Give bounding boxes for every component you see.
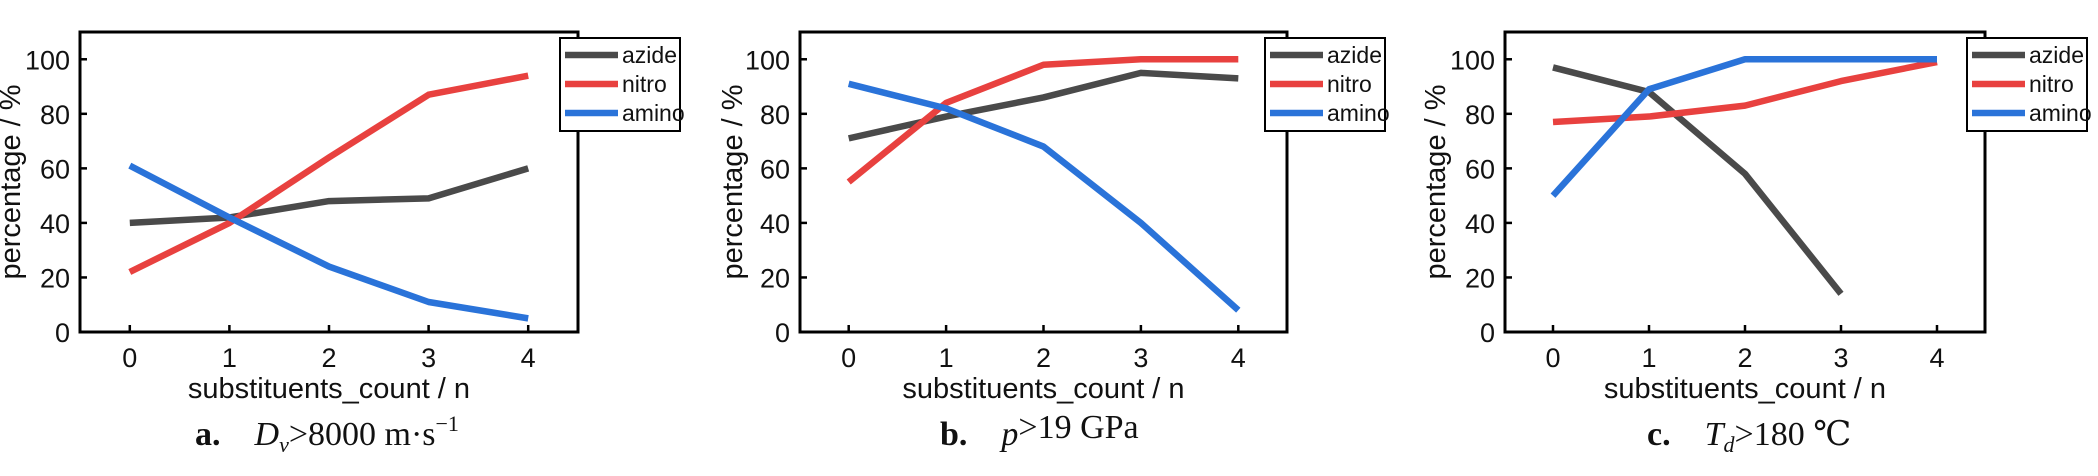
caption-symbol: D (254, 416, 280, 453)
y-tick-label: 100 (1450, 45, 1495, 75)
caption-label: b. (940, 416, 967, 453)
caption-symbol: T (1705, 416, 1726, 453)
x-tick-label: 0 (841, 343, 856, 373)
x-tick-label: 4 (1231, 343, 1246, 373)
caption-label: a. (195, 416, 221, 453)
legend-label-azide: azide (622, 42, 677, 68)
series-line-nitro (128, 72, 529, 275)
series-line-nitro (846, 56, 1239, 185)
panel-caption: c. Td>180 ℃ (1647, 416, 1851, 457)
plot-frame (1503, 30, 1987, 334)
x-tick-label: 2 (321, 343, 336, 373)
caption-rest: >19 GPa (1018, 409, 1138, 446)
y-tick-label: 60 (40, 154, 70, 184)
legend-label-azide: azide (2029, 42, 2084, 68)
legend: azide nitro amino (1966, 37, 2092, 132)
y-tick-label: 40 (760, 209, 790, 239)
legend-label-azide: azide (1327, 42, 1382, 68)
y-tick-label: 60 (760, 154, 790, 184)
series-line-azide (129, 165, 530, 227)
y-axis-label: percentage / % (717, 84, 749, 279)
legend: azide nitro amino (559, 37, 685, 132)
y-tick-label: 80 (1465, 100, 1495, 130)
x-tick-label: 3 (421, 343, 436, 373)
x-axis-label: substituents_count / n (1604, 373, 1886, 405)
legend-label-nitro: nitro (2029, 71, 2074, 97)
x-tick-label: 1 (1641, 343, 1656, 373)
legend-label-nitro: nitro (622, 71, 667, 97)
caption-superscript: −1 (436, 411, 459, 436)
y-tick-label: 20 (40, 263, 70, 293)
y-tick-label: 0 (1480, 318, 1495, 348)
y-tick-label: 20 (1465, 263, 1495, 293)
y-tick-label: 80 (40, 100, 70, 130)
y-tick-label: 100 (25, 45, 70, 75)
legend-label-amino: amino (1327, 100, 1390, 126)
caption-label: c. (1647, 416, 1671, 453)
y-axis-label: percentage / % (1420, 84, 1452, 279)
x-tick-label: 3 (1833, 343, 1848, 373)
caption-rest: >8000 m·s (289, 416, 436, 453)
series-line-azide (1552, 64, 1844, 296)
y-tick-label: 60 (1465, 154, 1495, 184)
y-tick-label: 0 (775, 318, 790, 348)
x-tick-label: 0 (122, 343, 137, 373)
x-tick-label: 4 (521, 343, 536, 373)
legend-label-amino: amino (622, 100, 685, 126)
panel-caption: a. Dv>8000 m·s−1 (195, 411, 459, 457)
y-tick-label: 40 (40, 209, 70, 239)
legend-label-amino: amino (2029, 100, 2092, 126)
x-axis-label: substituents_count / n (188, 373, 470, 405)
legend: azide nitro amino (1264, 37, 1390, 132)
series-line-amino (128, 162, 529, 322)
caption-subscript: d (1724, 432, 1736, 457)
series-line-amino (1550, 56, 1937, 198)
caption-rest: >180 ℃ (1735, 416, 1852, 453)
panel-caption: b. p>19 GPa (940, 409, 1139, 453)
caption-subscript: v (279, 432, 289, 457)
x-tick-label: 2 (1737, 343, 1752, 373)
x-axis-label: substituents_count / n (902, 373, 1184, 405)
series-line-amino (847, 80, 1241, 313)
series-line-azide (847, 69, 1239, 142)
legend-label-nitro: nitro (1327, 71, 1372, 97)
x-tick-label: 1 (222, 343, 237, 373)
x-tick-label: 4 (1929, 343, 1944, 373)
y-tick-label: 80 (760, 100, 790, 130)
x-tick-label: 3 (1133, 343, 1148, 373)
y-axis-label: percentage / % (0, 84, 27, 279)
y-tick-label: 100 (745, 45, 790, 75)
caption-symbol: p (999, 416, 1018, 453)
y-tick-label: 20 (760, 263, 790, 293)
series-line-nitro (1552, 58, 1938, 126)
y-tick-label: 40 (1465, 209, 1495, 239)
y-tick-label: 0 (55, 318, 70, 348)
x-tick-label: 1 (939, 343, 954, 373)
x-tick-label: 0 (1545, 343, 1560, 373)
x-tick-label: 2 (1036, 343, 1051, 373)
